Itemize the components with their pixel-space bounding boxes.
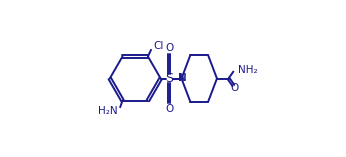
Text: NH₂: NH₂ <box>238 65 257 75</box>
Text: O: O <box>165 43 173 53</box>
Text: N: N <box>179 73 187 84</box>
Text: O: O <box>165 104 173 114</box>
Text: Cl: Cl <box>153 41 164 51</box>
Text: O: O <box>230 83 239 93</box>
Text: H₂N: H₂N <box>98 106 118 116</box>
Text: N: N <box>177 73 185 84</box>
Text: S: S <box>165 72 173 85</box>
